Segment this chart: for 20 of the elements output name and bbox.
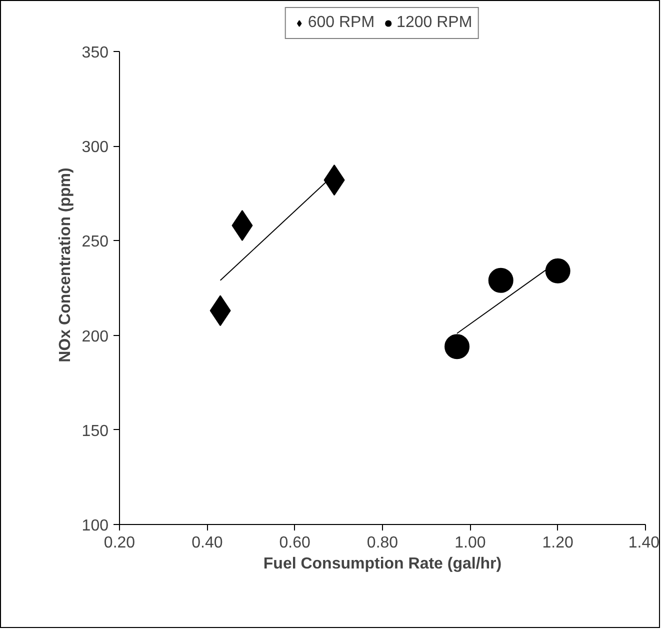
point	[488, 268, 514, 293]
x-tick-label: 1.40	[628, 534, 660, 552]
x-tick-label: 0.20	[104, 534, 136, 552]
legend-label: 1200 RPM	[396, 14, 472, 32]
x-tick-label: 0.80	[366, 534, 398, 552]
point	[545, 258, 570, 284]
y-tick-label: 300	[82, 139, 109, 156]
x-tick-label: 1.00	[454, 534, 486, 552]
y-axis-title: NOx Concentration (ppm)	[56, 168, 74, 362]
x-axis-title: Fuel Consumption Rate (gal/hr)	[263, 556, 502, 572]
y-tick-label: 250	[82, 234, 109, 251]
y-tick-label: 200	[82, 328, 109, 346]
point	[444, 334, 470, 360]
x-tick-label: 0.40	[192, 534, 223, 552]
y-tick-label: 100	[82, 518, 109, 534]
y-tick-label: 350	[82, 44, 109, 62]
legend-label: 600 RPM	[308, 14, 375, 32]
x-tick-label: 1.20	[542, 534, 574, 552]
x-tick-label: 0.60	[279, 534, 311, 552]
y-tick-label: 150	[82, 422, 109, 440]
